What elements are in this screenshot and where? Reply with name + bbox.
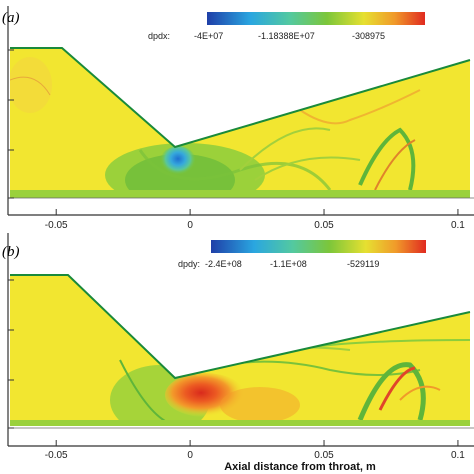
colorbar-label-a-1: -4E+07 [194, 31, 223, 41]
colorbar-a: dpdx: -4E+07 -1.18388E+07 -308975 [148, 12, 425, 41]
x-a-tick-label: 0 [187, 220, 193, 231]
x-ticks-a: -0.05 0 0.05 0.1 [45, 209, 465, 231]
colorbar-variable-a: dpdx: [148, 31, 170, 41]
x-b-tick-label: 0.05 [314, 450, 334, 461]
colorbar-label-a-3: -308975 [352, 31, 385, 41]
x-a-tick-label: -0.05 [45, 220, 68, 231]
x-b-tick-label: 0.1 [451, 450, 465, 461]
x-a-tick-label: 0.05 [314, 220, 334, 231]
nozzle-wall-a [10, 47, 471, 149]
x-ticks-b: -0.05 0 0.05 0.1 [45, 440, 465, 461]
y-ticks-a [8, 49, 14, 199]
contour-field-b [10, 275, 470, 426]
nozzle-wall-b [10, 274, 471, 380]
x-b-tick-label: -0.05 [45, 450, 68, 461]
panel-label-b: (b) [2, 244, 20, 260]
colorbar-b: dpdy: -2.4E+08 -1.1E+08 -529119 [178, 240, 426, 269]
y-ticks-b [8, 279, 14, 429]
colorbar-variable-b: dpdy: [178, 259, 200, 269]
panel-a: (a) dpdx: -4E+07 -1.18388E+07 -308975 -0… [2, 6, 474, 231]
panel-b: (b) dpdy: -2.4E+08 -1.1E+08 -529119 -0.0… [2, 233, 474, 473]
colorbar-label-b-2: -1.1E+08 [270, 259, 307, 269]
x-axis-title: Axial distance from throat, m [224, 461, 376, 473]
colorbar-gradient-a [207, 12, 425, 25]
colorbar-label-b-3: -529119 [347, 259, 379, 269]
colorbar-label-a-2: -1.18388E+07 [258, 31, 315, 41]
x-b-tick-label: 0 [187, 450, 193, 461]
colorbar-gradient-b [211, 240, 426, 253]
contour-field-a [10, 48, 470, 198]
panel-label-a: (a) [2, 10, 20, 26]
colorbar-label-b-1: -2.4E+08 [205, 259, 242, 269]
x-a-tick-label: 0.1 [451, 220, 465, 231]
